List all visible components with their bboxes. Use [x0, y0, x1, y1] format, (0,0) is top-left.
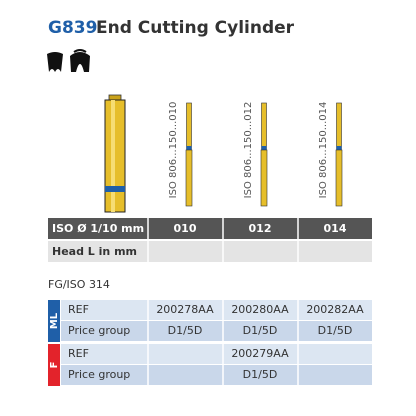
cell-value: D1/5D — [243, 324, 278, 337]
row-bg — [61, 300, 372, 320]
bur-highlight — [111, 100, 115, 212]
bur-shaft — [186, 102, 192, 152]
product-title: End Cutting Cylinder — [96, 18, 295, 38]
group-label: F — [49, 362, 60, 369]
bur-band — [261, 146, 267, 150]
row-label: Head L in mm — [52, 245, 137, 258]
table-row-bg — [48, 241, 372, 262]
cell-value: 200278AA — [156, 303, 214, 316]
table-header-bg — [48, 218, 372, 239]
iso-label: ISO 806...150...010 — [168, 102, 179, 199]
group-label: ML — [49, 312, 60, 329]
bur-head — [335, 149, 343, 207]
group-tab — [48, 344, 60, 386]
tooth-icon — [47, 52, 63, 72]
iso-label: ISO 806...150...012 — [243, 102, 254, 199]
cell-value: D1/5D — [168, 324, 203, 337]
row-bg — [61, 365, 372, 385]
bur-shaft — [261, 102, 267, 152]
row-bg — [61, 321, 372, 341]
bur-head — [260, 149, 268, 207]
cell-value: D1/5D — [318, 324, 353, 337]
product-code: G839 — [48, 18, 97, 38]
bur-head — [185, 149, 193, 207]
bur-band — [336, 146, 342, 150]
large-bur — [104, 94, 126, 213]
cell-value: 200280AA — [231, 303, 289, 316]
bur-band — [186, 146, 192, 150]
row-label: Price group — [68, 324, 130, 337]
bur-shaft — [336, 102, 342, 152]
table-header-cell: 010 — [174, 222, 197, 235]
row-bg — [61, 344, 372, 364]
cell-value: 200279AA — [231, 347, 289, 360]
tooth-icon — [73, 49, 87, 53]
row-label: Price group — [68, 368, 130, 381]
row-label: REF — [68, 347, 89, 360]
table-header-cell: 012 — [249, 222, 272, 235]
cell-value: D1/5D — [243, 368, 278, 381]
cell-value: 200282AA — [306, 303, 364, 316]
table-header-cell: ISO Ø 1/10 mm — [52, 222, 144, 235]
tooth-icon — [70, 52, 90, 72]
table-header-cell: 014 — [324, 222, 347, 235]
usage-icons — [47, 49, 90, 72]
row-label: REF — [68, 303, 89, 316]
iso-label: ISO 806...150...014 — [318, 102, 329, 199]
bur-band — [105, 186, 125, 192]
system-label: FG/ISO 314 — [48, 278, 110, 291]
group-tab — [48, 300, 60, 342]
